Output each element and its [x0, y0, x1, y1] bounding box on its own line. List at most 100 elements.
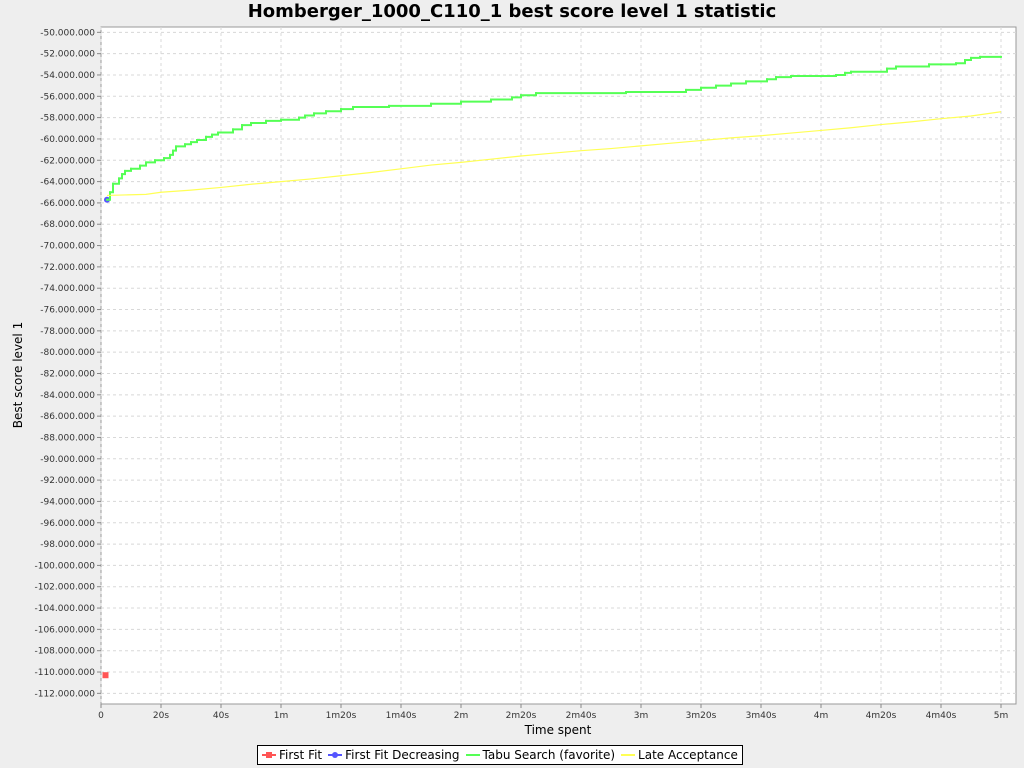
data-point [184, 143, 186, 146]
y-tick-label: -102.000.000 [34, 583, 95, 593]
series-line [107, 55, 1001, 201]
data-point [196, 139, 198, 142]
legend-item: First Fit [262, 748, 322, 762]
data-point [106, 198, 108, 201]
data-point [460, 100, 462, 103]
legend: First Fit First Fit Decreasing Tabu Search… [257, 745, 743, 765]
data-point [520, 94, 522, 97]
legend-swatch [328, 750, 343, 760]
x-tick-label: 3m [634, 711, 649, 721]
data-point [970, 56, 972, 59]
legend-swatch [262, 750, 276, 760]
y-tick-label: -86.000.000 [40, 412, 95, 422]
legend-marker [266, 752, 272, 758]
x-tick-label: 3m40s [746, 711, 777, 721]
x-tick-label: 1m [274, 711, 289, 721]
data-point [313, 112, 315, 115]
data-point [715, 84, 717, 87]
y-tick-label: -58.000.000 [40, 114, 95, 124]
data-point [511, 96, 513, 99]
y-tick-label: -98.000.000 [40, 540, 95, 550]
data-point [352, 105, 354, 108]
data-point [964, 59, 966, 62]
legend-label: Tabu Search (favorite) [482, 748, 616, 762]
data-point [154, 159, 156, 162]
data-point [340, 108, 342, 111]
legend-label: First Fit Decreasing [345, 748, 460, 762]
data-point [124, 169, 126, 172]
data-point [145, 161, 147, 164]
y-tick-label: -50.000.000 [40, 28, 95, 38]
data-point [241, 124, 243, 127]
y-tick-label: -96.000.000 [40, 519, 95, 529]
data-point [118, 177, 120, 180]
legend-item: Tabu Search (favorite) [465, 748, 616, 762]
data-point [102, 672, 109, 679]
series-late-acceptance [106, 111, 1002, 197]
legend-item: Late Acceptance [621, 748, 738, 762]
data-point [217, 131, 219, 134]
data-point [325, 110, 327, 113]
y-tick-label: -68.000.000 [40, 220, 95, 230]
y-tick-label: -106.000.000 [34, 625, 95, 635]
legend-label: First Fit [279, 748, 323, 762]
legend-item: First Fit Decreasing [328, 748, 460, 762]
data-point [766, 78, 768, 81]
y-tick-label: -60.000.000 [40, 135, 95, 145]
x-tick-label: 20s [153, 711, 169, 721]
data-point [979, 55, 981, 58]
data-point [169, 153, 171, 156]
x-tick-label: 1m20s [326, 711, 357, 721]
gridlines [100, 27, 1016, 704]
data-point [304, 114, 306, 117]
data-point [175, 145, 177, 148]
x-tick-label: 4m40s [926, 711, 957, 721]
x-tick-label: 5m [994, 711, 1009, 721]
data-point [232, 128, 234, 131]
data-point [388, 104, 390, 107]
data-point [730, 82, 732, 85]
data-point [535, 92, 537, 95]
data-point [298, 116, 300, 119]
data-point [121, 173, 123, 176]
y-tick-label: -104.000.000 [34, 604, 95, 614]
legend-line [465, 754, 480, 756]
y-tick-label: -108.000.000 [34, 647, 95, 657]
data-point [790, 75, 792, 78]
data-point [265, 119, 267, 122]
x-tick-label: 0 [98, 711, 104, 721]
data-point [1000, 55, 1002, 58]
y-tick-label: -54.000.000 [40, 71, 95, 81]
y-tick-label: -94.000.000 [40, 497, 95, 507]
y-tick-label: -64.000.000 [40, 178, 95, 188]
data-point [685, 88, 687, 91]
y-axis-label: Best score level 1 [11, 322, 25, 428]
series-first-fit [102, 672, 109, 679]
y-tick-label: -92.000.000 [40, 476, 95, 486]
y-tick-label: -84.000.000 [40, 391, 95, 401]
series-tabu-search-favorite [106, 55, 1002, 201]
y-tick-label: -56.000.000 [40, 92, 95, 102]
x-tick-label: 3m20s [686, 711, 717, 721]
data-point [955, 62, 957, 65]
y-tick-label: -80.000.000 [40, 348, 95, 358]
y-tick-label: -78.000.000 [40, 327, 95, 337]
data-point [139, 164, 141, 167]
y-tick-label: -70.000.000 [40, 242, 95, 252]
data-point [625, 91, 627, 94]
y-axis-ticks: -50.000.000 -52.000.000 -54.000.000 -56.000… [34, 28, 101, 699]
data-point [130, 167, 132, 170]
plot-area [100, 26, 1017, 705]
y-tick-label: -110.000.000 [34, 668, 95, 678]
y-tick-label: -74.000.000 [40, 284, 95, 294]
y-tick-label: -112.000.000 [34, 689, 95, 699]
x-axis-ticks: 0 20s 40s 1m 1m20s 1m40s 2m 2m20s 2m40s 3m 3m20s 3m… [98, 704, 1008, 721]
y-tick-label: -66.000.000 [40, 199, 95, 209]
legend-marker [332, 752, 339, 758]
data-point [172, 149, 174, 152]
x-tick-label: 40s [213, 711, 229, 721]
series-line [106, 111, 1002, 197]
data-point [775, 76, 777, 79]
data-point [205, 135, 207, 138]
data-point [895, 65, 897, 68]
